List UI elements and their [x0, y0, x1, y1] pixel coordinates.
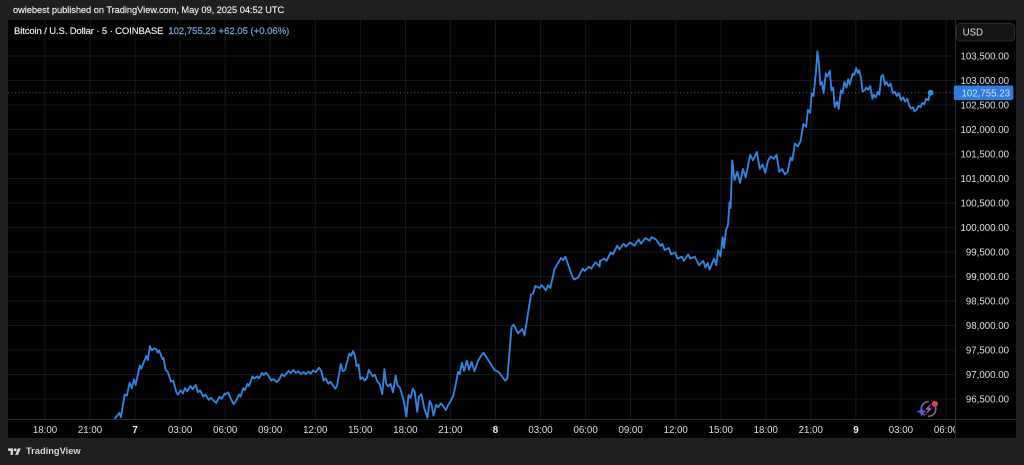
svg-text:21:00: 21:00: [438, 425, 463, 436]
svg-text:12:00: 12:00: [664, 425, 689, 436]
svg-text:09:00: 09:00: [258, 425, 283, 436]
svg-text:USD: USD: [963, 27, 983, 38]
svg-text:21:00: 21:00: [78, 425, 103, 436]
svg-text:18:00: 18:00: [33, 425, 58, 436]
svg-text:101,500.00: 101,500.00: [961, 150, 1010, 161]
svg-text:103,500.00: 103,500.00: [961, 52, 1010, 63]
svg-text:99,000.00: 99,000.00: [966, 272, 1010, 283]
svg-text:100,500.00: 100,500.00: [961, 199, 1010, 210]
svg-text:06:00: 06:00: [573, 425, 598, 436]
svg-text:98,500.00: 98,500.00: [966, 297, 1010, 308]
svg-text:03:00: 03:00: [168, 425, 193, 436]
svg-text:98,000.00: 98,000.00: [966, 321, 1010, 332]
svg-text:100,000.00: 100,000.00: [961, 223, 1010, 234]
svg-text:102,500.00: 102,500.00: [961, 101, 1010, 112]
svg-text:8: 8: [493, 425, 499, 436]
svg-text:15:00: 15:00: [348, 425, 373, 436]
svg-text:101,000.00: 101,000.00: [961, 174, 1010, 185]
svg-text:96,500.00: 96,500.00: [966, 395, 1010, 406]
svg-text:21:00: 21:00: [799, 425, 824, 436]
svg-text:03:00: 03:00: [528, 425, 553, 436]
svg-text:03:00: 03:00: [889, 425, 914, 436]
svg-text:06:00: 06:00: [213, 425, 238, 436]
svg-text:103,000.00: 103,000.00: [961, 76, 1010, 87]
svg-text:7: 7: [132, 425, 137, 436]
svg-text:15:00: 15:00: [709, 425, 734, 436]
svg-text:18:00: 18:00: [754, 425, 779, 436]
svg-text:97,500.00: 97,500.00: [966, 346, 1010, 357]
svg-text:12:00: 12:00: [303, 425, 328, 436]
svg-text:09:00: 09:00: [618, 425, 643, 436]
svg-text:102,755.23: 102,755.23: [962, 88, 1011, 99]
svg-text:18:00: 18:00: [393, 425, 418, 436]
svg-text:99,500.00: 99,500.00: [966, 248, 1010, 259]
svg-text:102,000.00: 102,000.00: [961, 125, 1010, 136]
svg-text:97,000.00: 97,000.00: [966, 370, 1010, 381]
svg-text:9: 9: [853, 425, 859, 436]
svg-text:06:00: 06:00: [934, 425, 959, 436]
